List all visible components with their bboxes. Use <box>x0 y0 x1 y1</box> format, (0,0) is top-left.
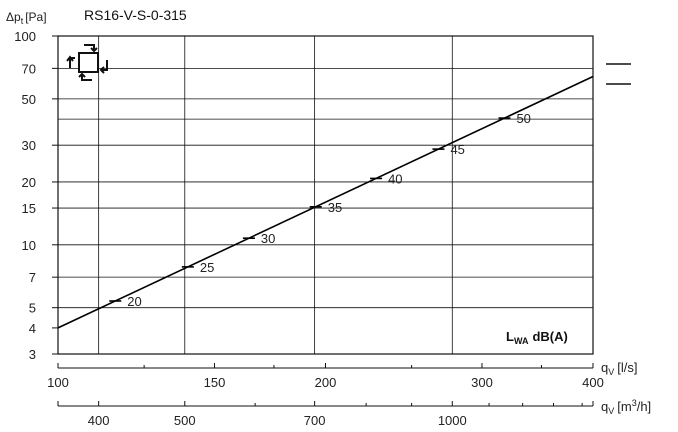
x-axis-label-ls-sub: V <box>608 367 614 377</box>
x-axes: 100 150 200 300 400 400 500 700 1000 <box>47 363 604 428</box>
x-axis-label-ls: qV [l/s] <box>601 360 637 377</box>
y-tick-label: 10 <box>22 238 36 253</box>
y-tick-label: 30 <box>22 138 36 153</box>
chart-title: RS16-V-S-0-315 <box>84 7 187 23</box>
x-axis-label-m3h-unit-pre: [m <box>617 399 631 414</box>
noise-label: 35 <box>328 200 342 215</box>
y-axis-label: Δpt [Pa] <box>6 10 47 26</box>
y-tick-label: 100 <box>14 29 36 44</box>
noise-label: 40 <box>388 171 402 186</box>
grid-layer <box>57 35 594 355</box>
y-tick-label: 70 <box>22 61 36 76</box>
x-axis-label-m3h-sub: V <box>608 406 614 416</box>
y-tick-label: 5 <box>29 301 36 316</box>
noise-label: 25 <box>200 260 214 275</box>
noise-label: 45 <box>450 142 464 157</box>
x-tick-label-ls: 100 <box>47 375 69 390</box>
x-tick-label-m3h: 700 <box>304 413 326 428</box>
x-axis-label-m3h-main: q <box>601 399 608 414</box>
x-axis-label-ls-main: q <box>601 360 608 375</box>
y-tick-label: 50 <box>22 92 36 107</box>
x-tick-label-m3h: 1000 <box>438 413 467 428</box>
noise-marks: 20 25 30 35 40 45 50 <box>109 111 531 309</box>
noise-label: 20 <box>127 294 141 309</box>
lwa-unit: dB(A) <box>532 329 567 344</box>
x-tick-label-m3h: 500 <box>174 413 196 428</box>
x-tick-label-ls: 300 <box>471 375 493 390</box>
y-axis-label-unit: [Pa] <box>25 10 46 24</box>
lwa-main: L <box>506 329 514 344</box>
fan-symbol-icon <box>66 44 108 81</box>
plot-frame <box>57 35 594 355</box>
series-layer <box>57 75 594 329</box>
y-ticks: 3 4 5 7 10 15 20 30 50 70 100 <box>14 29 58 362</box>
x-axis-label-m3h-unit-sup: 3 <box>632 398 637 408</box>
noise-label: 30 <box>261 231 275 246</box>
lwa-annotation: LWA dB(A) <box>506 329 568 346</box>
x-axis-label-m3h-unit-post: /h] <box>637 399 651 414</box>
noise-label: 50 <box>516 111 530 126</box>
x-axis-label-ls-unit: [l/s] <box>617 360 637 375</box>
x-tick-label-m3h: 400 <box>88 413 110 428</box>
y-tick-label: 3 <box>29 347 36 362</box>
x-tick-label-ls: 200 <box>315 375 337 390</box>
x-tick-label-ls: 400 <box>582 375 604 390</box>
y-tick-label: 20 <box>22 175 36 190</box>
lwa-sub: WA <box>514 336 529 346</box>
series-line <box>57 75 594 329</box>
y-tick-label: 15 <box>22 201 36 216</box>
x-axis-label-m3h: qV [m3/h] <box>601 398 651 416</box>
y-axis-label-sub: t <box>21 16 24 26</box>
y-tick-label: 7 <box>29 270 36 285</box>
x-tick-label-ls: 150 <box>204 375 226 390</box>
y-axis-label-main: Δp <box>6 10 21 24</box>
y-tick-label: 4 <box>29 321 36 336</box>
